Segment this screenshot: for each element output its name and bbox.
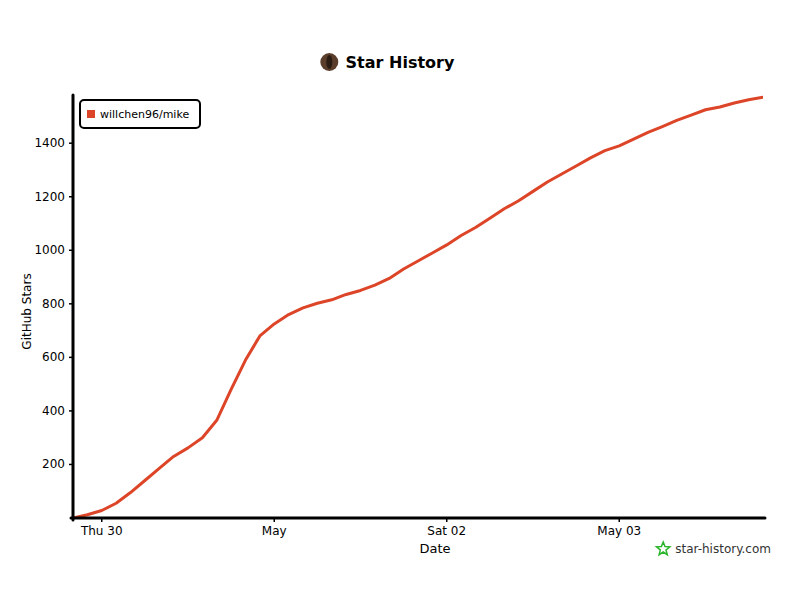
title-icon-detail xyxy=(326,55,332,69)
y-tick-label: 200 xyxy=(42,457,65,471)
y-tick-label: 1200 xyxy=(34,190,65,204)
y-tick xyxy=(69,357,73,359)
plot-area xyxy=(73,97,763,518)
y-tick-label: 600 xyxy=(42,350,65,364)
legend: willchen96/mike xyxy=(80,100,200,128)
legend-box xyxy=(80,100,200,128)
chart: Star History 200 400 600 800 1000 1200 1400 Thu … xyxy=(0,0,800,613)
y-tick xyxy=(69,196,73,198)
title: Star History xyxy=(346,53,455,72)
x-axis xyxy=(71,517,765,520)
x-tick-label: May 03 xyxy=(597,524,641,538)
y-tick-label: 800 xyxy=(42,297,65,311)
watermark: star-history.com xyxy=(675,542,771,556)
legend-label: willchen96/mike xyxy=(100,108,189,121)
y-tick xyxy=(69,410,73,412)
y-tick xyxy=(69,142,73,144)
y-tick-label: 1400 xyxy=(34,136,65,150)
title-group: Star History xyxy=(320,53,455,72)
x-tick-label: Thu 30 xyxy=(80,524,123,538)
x-tick xyxy=(101,518,103,522)
y-tick xyxy=(69,303,73,305)
y-tick xyxy=(69,250,73,252)
x-tick-label: May xyxy=(262,524,287,538)
x-tick xyxy=(619,518,621,522)
x-tick xyxy=(446,518,448,522)
watermark-icon xyxy=(657,542,670,555)
x-axis-title: Date xyxy=(419,541,450,556)
series-line xyxy=(73,97,763,518)
x-tick-label: Sat 02 xyxy=(427,524,466,538)
x-tick xyxy=(274,518,276,522)
title-icon xyxy=(320,53,338,71)
y-axis-title: GitHub Stars xyxy=(20,273,34,349)
y-tick-label: 400 xyxy=(42,404,65,418)
legend-swatch xyxy=(87,110,95,118)
y-tick xyxy=(69,464,73,466)
y-tick-label: 1000 xyxy=(34,243,65,257)
y-axis xyxy=(72,95,75,520)
